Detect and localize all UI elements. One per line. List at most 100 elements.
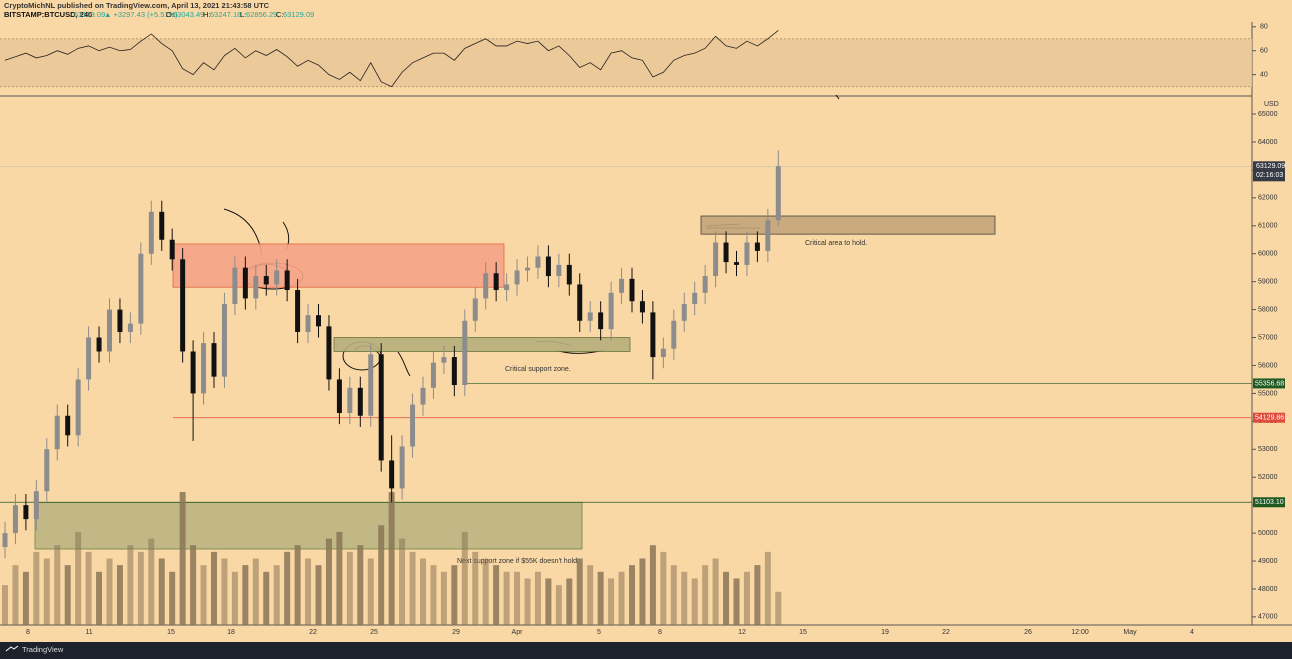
y-tick-label: 49000 bbox=[1258, 558, 1278, 565]
volume-bar bbox=[336, 531, 343, 625]
volume-bar bbox=[649, 545, 656, 625]
volume-bar bbox=[534, 571, 541, 625]
level-tag bbox=[1253, 378, 1285, 389]
y-tick-label: 61000 bbox=[1258, 223, 1278, 230]
candle-body bbox=[65, 415, 71, 436]
candle-body bbox=[221, 304, 227, 377]
logo bbox=[5, 645, 19, 652]
candle-body bbox=[754, 242, 760, 251]
volume-bar bbox=[493, 565, 500, 625]
volume-bar bbox=[472, 551, 479, 625]
candle-body bbox=[368, 354, 374, 416]
volume-bar bbox=[629, 565, 635, 625]
y-tick-label: 59000 bbox=[1258, 279, 1278, 286]
candle-body bbox=[723, 242, 729, 263]
header-field: 63247.18 bbox=[210, 10, 241, 19]
candle-body bbox=[148, 211, 154, 254]
currency: USD bbox=[1264, 101, 1279, 108]
volume-bar bbox=[284, 551, 291, 625]
level-tag bbox=[1253, 412, 1285, 423]
candle-body bbox=[744, 242, 750, 265]
volume-bar bbox=[691, 578, 698, 625]
x-tick-label: Apr bbox=[512, 629, 524, 636]
volume-bar bbox=[660, 551, 667, 625]
volume-bar bbox=[733, 578, 740, 625]
x-tick-label: 15 bbox=[799, 629, 807, 636]
y-tick-label: 62000 bbox=[1258, 195, 1278, 202]
volume-bar bbox=[367, 558, 374, 625]
level-label: 51103.10 bbox=[1255, 499, 1284, 506]
volume-bar bbox=[346, 551, 353, 625]
x-tick-label: 4 bbox=[1190, 629, 1194, 636]
candle-body bbox=[420, 387, 426, 405]
volume-bar bbox=[440, 571, 447, 625]
header-field: L: bbox=[240, 10, 246, 19]
header-field: C: bbox=[276, 10, 284, 19]
candle-body bbox=[462, 320, 468, 386]
candle-body bbox=[201, 343, 207, 394]
candle-body bbox=[660, 348, 666, 358]
volume-bar bbox=[325, 538, 332, 625]
volume-bar bbox=[211, 551, 217, 625]
volume-bar bbox=[566, 578, 573, 625]
y-tick-label: 52000 bbox=[1258, 474, 1278, 481]
candle-body bbox=[410, 404, 416, 447]
x-tick-label: 15 bbox=[167, 629, 175, 636]
volume-bar bbox=[305, 558, 312, 625]
volume-bar bbox=[200, 565, 207, 625]
x-tick-label: 12 bbox=[738, 629, 746, 636]
rsi-band bbox=[0, 38, 1252, 87]
annotation: Critical area to hold. bbox=[805, 240, 867, 247]
volume-bar bbox=[106, 558, 113, 625]
x-tick-label: 19 bbox=[881, 629, 889, 636]
x-tick-label: 22 bbox=[309, 629, 317, 636]
candle-body bbox=[54, 415, 60, 450]
y-tick-label: 65000 bbox=[1258, 111, 1278, 118]
volume-bar bbox=[127, 545, 134, 625]
header-field: H: bbox=[203, 10, 211, 19]
candle-body bbox=[702, 276, 708, 293]
volume-bar bbox=[33, 551, 40, 625]
y-tick-label: 50000 bbox=[1258, 530, 1278, 537]
candle-body bbox=[671, 320, 677, 349]
candle-body bbox=[86, 337, 92, 380]
candle-body bbox=[619, 278, 625, 293]
candle-body bbox=[472, 298, 478, 321]
y-tick-label: 58000 bbox=[1258, 306, 1278, 313]
candle-body bbox=[316, 315, 321, 327]
y-tick-label: 48000 bbox=[1258, 586, 1278, 593]
volume-bar bbox=[399, 538, 406, 625]
candle-body bbox=[378, 354, 384, 461]
zone bbox=[34, 501, 583, 550]
candle-body bbox=[75, 379, 81, 436]
volume-bar bbox=[754, 565, 761, 625]
volume-bar bbox=[775, 591, 782, 625]
candle-body bbox=[305, 315, 311, 332]
candle-body bbox=[117, 309, 123, 332]
candle-body bbox=[629, 278, 635, 302]
volume-bar bbox=[618, 571, 625, 625]
y-tick-label: 47000 bbox=[1258, 614, 1278, 621]
volume-bar bbox=[158, 558, 165, 625]
last-price-label: 63129.09 bbox=[1256, 163, 1285, 170]
volume-bar bbox=[242, 565, 249, 625]
x-tick-label: 29 bbox=[452, 629, 460, 636]
volume-bar bbox=[608, 578, 615, 625]
header-field: 63129.09 bbox=[74, 10, 105, 19]
candle-body bbox=[430, 362, 436, 388]
x-tick-label: 8 bbox=[658, 629, 662, 636]
header-field: ▲ +3297.43 (+5.51%) bbox=[104, 10, 178, 19]
volume-bar bbox=[116, 565, 123, 625]
candle-body bbox=[33, 491, 39, 520]
zone bbox=[172, 243, 505, 288]
volume-bar bbox=[2, 585, 8, 625]
level-label: 55356.68 bbox=[1255, 380, 1284, 387]
y-tick-label: 56000 bbox=[1258, 362, 1278, 369]
volume-bar bbox=[587, 565, 594, 625]
x-tick-label: 18 bbox=[227, 629, 235, 636]
brand: TradingView bbox=[22, 645, 64, 654]
candle-body bbox=[577, 284, 583, 321]
candle-body bbox=[44, 449, 50, 492]
volume-bar bbox=[294, 545, 301, 625]
